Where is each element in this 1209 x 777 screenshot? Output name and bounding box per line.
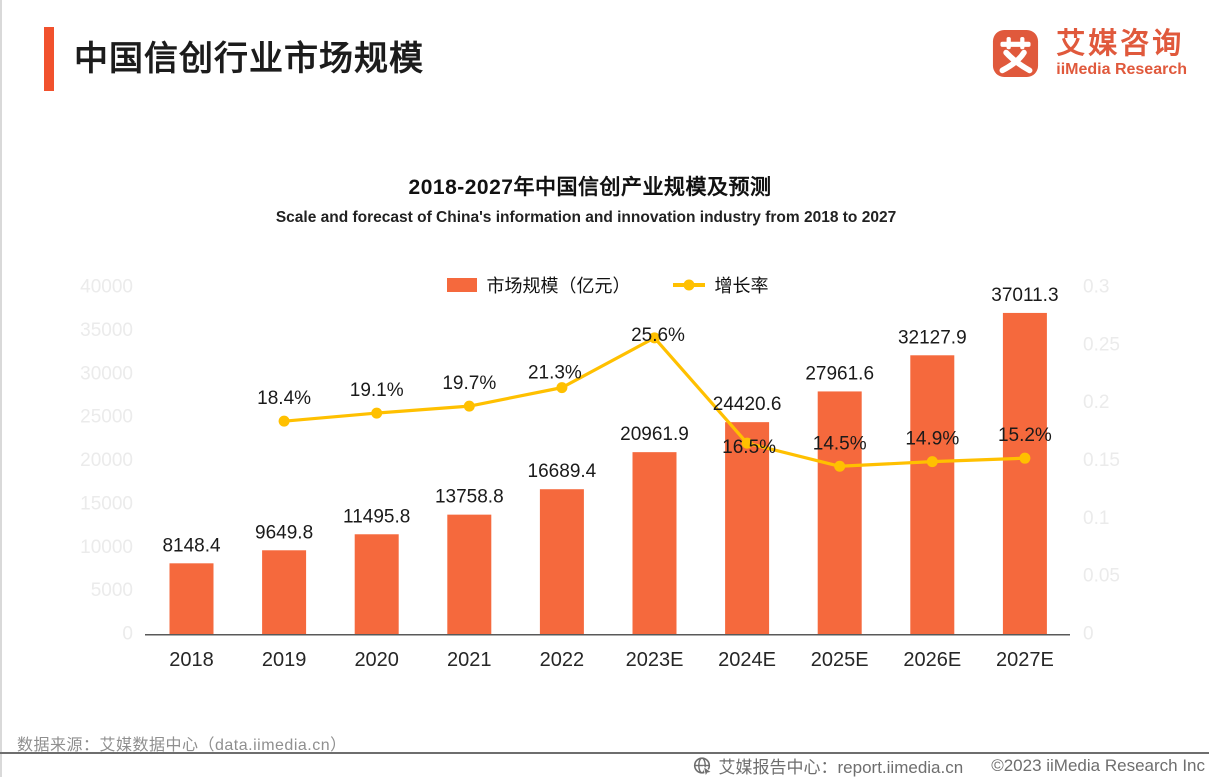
left-axis-tick-label: 30000 xyxy=(80,363,133,384)
legend-label-growth-rate: 增长率 xyxy=(714,276,769,296)
x-axis-label: 2018 xyxy=(169,649,214,671)
left-axis-tick-label: 0 xyxy=(122,624,133,645)
bar xyxy=(539,489,584,634)
x-axis-label: 2025E xyxy=(811,649,869,671)
x-axis-label: 2019 xyxy=(262,649,307,671)
growth-marker xyxy=(371,407,383,419)
right-axis-tick-label: 0.25 xyxy=(1083,334,1120,355)
footer-report-center: 艾媒报告中心：report.iimedia.cn xyxy=(718,758,964,777)
legend-item-market-scale: 市场规模（亿元） xyxy=(446,272,631,298)
bar-value-label: 9649.8 xyxy=(255,522,313,543)
bar-value-label: 16689.4 xyxy=(528,461,597,482)
bar xyxy=(910,355,955,634)
iimedia-logo-mark-icon xyxy=(993,30,1039,77)
growth-marker xyxy=(649,332,660,344)
left-axis-tick-label: 10000 xyxy=(80,537,133,558)
logo-name-en: iiMedia Research xyxy=(1056,61,1187,78)
left-axis-tick-label: 25000 xyxy=(80,407,133,428)
bar xyxy=(817,391,862,634)
footer-divider xyxy=(0,752,1209,754)
bar-value-label: 13758.8 xyxy=(435,487,504,508)
bar xyxy=(447,514,492,634)
right-axis-tick-label: 0.2 xyxy=(1083,392,1109,413)
left-axis-tick-label: 15000 xyxy=(80,493,133,514)
combo-chart-canvas: 0 5000 10000 15000 20000 25000 30000 35000 40000… xyxy=(80,277,1120,672)
footer-bar: 艾媒报告中心：report.iimedia.cn ©2023 iiMedia R… xyxy=(693,755,1205,777)
right-axis-tick-label: 0.15 xyxy=(1083,450,1120,471)
x-axis-label: 2021 xyxy=(447,649,492,671)
growth-value-label: 19.1% xyxy=(350,380,404,401)
footer-copyright: ©2023 iiMedia Research Inc xyxy=(991,755,1205,775)
chart-subtitle: Scale and forecast of China's informatio… xyxy=(275,209,897,226)
iimedia-logo: 艾媒咨询 iiMedia Research xyxy=(992,28,1187,79)
growth-value-label: 15.2% xyxy=(998,425,1052,446)
growth-value-label: 19.7% xyxy=(442,373,496,394)
x-axis-label: 2026E xyxy=(903,649,961,671)
globe-cursor-icon xyxy=(693,756,713,776)
growth-marker xyxy=(741,437,753,449)
logo-name-cn: 艾媒咨询 xyxy=(1056,28,1185,60)
page-title: 中国信创行业市场规模 xyxy=(74,40,424,78)
right-axis-tick-label: 0.05 xyxy=(1083,566,1120,587)
growth-value-label: 14.9% xyxy=(905,429,959,450)
data-source-note: 数据来源：艾媒数据中心（data.iimedia.cn） xyxy=(17,737,347,754)
bar-value-label: 20961.9 xyxy=(620,424,689,445)
title-accent-bar xyxy=(44,27,54,91)
growth-marker xyxy=(556,382,568,394)
bar-value-label: 11495.8 xyxy=(343,506,410,527)
right-axis-tick-label: 0 xyxy=(1083,624,1094,645)
bar xyxy=(632,452,677,634)
chart-legend: 市场规模（亿元） 增长率 xyxy=(0,273,1209,297)
x-axis-label: 2027E xyxy=(996,649,1054,671)
growth-value-label: 14.5% xyxy=(813,433,867,454)
x-axis-label: 2023E xyxy=(626,649,684,671)
left-axis-tick-label: 20000 xyxy=(80,450,133,471)
growth-marker xyxy=(926,456,938,468)
bar-value-label: 37011.3 xyxy=(991,285,1058,306)
legend-label-market-scale: 市场规模（亿元） xyxy=(486,276,631,296)
page-left-border xyxy=(0,0,2,777)
bar xyxy=(262,550,307,634)
bar xyxy=(1002,312,1047,634)
growth-marker xyxy=(463,400,475,412)
growth-value-label: 25.6% xyxy=(631,325,685,346)
x-axis-label: 2022 xyxy=(540,649,585,671)
growth-marker xyxy=(834,460,846,472)
chart-title: 2018-2027年中国信创产业规模及预测 xyxy=(408,176,772,199)
right-axis-tick-label: 0.1 xyxy=(1083,508,1109,529)
legend-bar-swatch-icon xyxy=(446,278,477,292)
left-axis-tick-label: 5000 xyxy=(91,580,133,601)
left-axis-tick-label: 35000 xyxy=(80,320,133,341)
x-axis-label: 2024E xyxy=(718,649,776,671)
right-axis-tick-label: 0.3 xyxy=(1083,277,1109,298)
growth-value-label: 21.3% xyxy=(528,363,582,384)
growth-marker xyxy=(278,415,290,427)
x-axis-label: 2020 xyxy=(354,649,399,671)
growth-value-label: 18.4% xyxy=(257,388,311,409)
left-axis-tick-label: 40000 xyxy=(80,277,133,298)
bar xyxy=(354,534,399,634)
bar xyxy=(169,563,214,634)
legend-item-growth-rate: 增长率 xyxy=(672,272,769,298)
bar-value-label: 24420.6 xyxy=(713,394,782,415)
bar-value-label: 8148.4 xyxy=(162,535,221,556)
legend-line-swatch-icon xyxy=(672,279,705,291)
growth-value-label: 16.5% xyxy=(722,437,776,458)
growth-marker xyxy=(1019,452,1031,464)
bar xyxy=(725,422,770,634)
bar-value-label: 27961.6 xyxy=(805,363,874,384)
bar-value-label: 32127.9 xyxy=(898,327,967,348)
